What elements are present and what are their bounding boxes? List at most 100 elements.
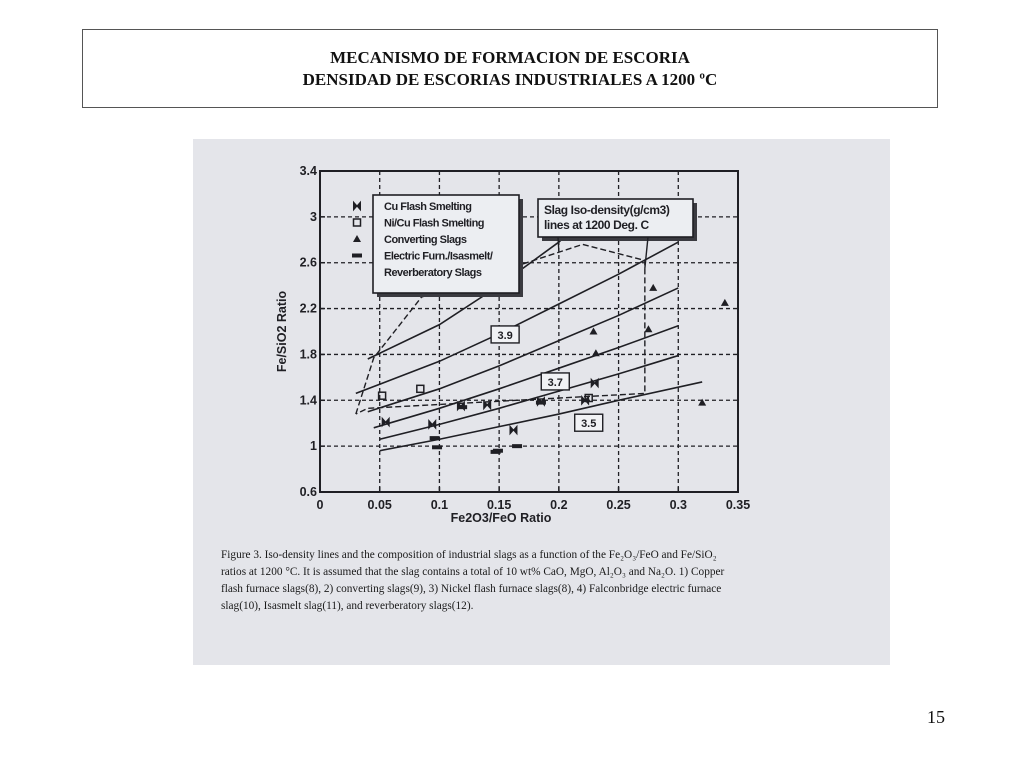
legend-marker-triangle [353,235,361,242]
data-point-triangle [589,327,598,335]
y-tick-label: 3 [310,210,317,224]
legend-entry: Reverberatory Slags [384,267,482,279]
legend-entry: Converting Slags [384,234,467,246]
triangle-marker-shape [589,327,598,335]
data-point-dash [429,436,440,441]
y-tick-label: 2.6 [300,256,317,270]
data-point-open-square [377,391,387,400]
legend-entry: Ni/Cu Flash Smelting [384,218,484,230]
dash-marker-shape [535,400,546,405]
triangle-marker-shape [644,325,653,333]
data-point-open-square [584,393,593,403]
page-number: 15 [927,707,945,727]
x-tick-label: 0 [317,498,324,512]
legend-box [372,194,520,294]
y-tick-label: 2.2 [300,302,317,316]
triangle-marker-shape [720,298,729,306]
bowtie-marker-shape [428,419,437,430]
data-point-triangle [644,325,653,333]
y-axis-label: Fe/SiO2 Ratio [275,291,289,373]
y-tick-label: 0.6 [300,485,317,499]
slide-title-line-2: DENSIDAD DE ESCORIAS INDUSTRIALES A 1200… [302,69,718,89]
data-point-dash [492,448,503,453]
figure-caption: Figure 3. Iso-density lines and the comp… [221,547,871,615]
iso-density-line [355,241,679,395]
y-tick-label: 1 [310,439,317,453]
caption-line: flash furnace slags(8), 2) converting sl… [221,583,722,595]
iso-density-line [367,287,679,413]
legend-entry: Electric Furn./Isasmelt/ [384,251,493,263]
x-tick-label: 0.2 [550,498,567,512]
iso-label: 3.7 [548,377,563,389]
annotation-text: lines at 1200 Deg. C [544,218,649,232]
data-point-bowtie [428,419,437,430]
data-point-dash [535,400,546,405]
open-square-marker-shape [352,218,362,227]
open-square-marker-shape [377,391,387,400]
triangle-marker-shape [353,235,361,242]
annotation-leader [644,236,649,269]
slag-region-outline [355,243,646,415]
y-tick-label: 1.4 [300,393,317,407]
data-point-dash [457,405,468,410]
triangle-marker-shape [649,283,658,291]
slide-title-box: MECANISMO DE FORMACION DE ESCORIA DENSID… [82,29,938,108]
data-point-bowtie [509,424,518,436]
x-tick-label: 0.15 [487,498,511,512]
scanned-figure: 3.9 3.7 3.5 0 0.05 0.1 0.15 0.2 0.25 0.3 0.35 0.6 1 1… [193,139,890,665]
bowtie-marker-shape [483,399,492,411]
density-chart: 3.9 3.7 3.5 0 0.05 0.1 0.15 0.2 0.25 0.3 0.35 0.6 1 1… [275,164,750,525]
triangle-marker-shape [698,398,707,406]
data-point-triangle [698,398,707,406]
iso-label-box [540,372,570,391]
open-square-marker-shape [416,384,425,394]
y-tick-label: 3.4 [300,164,317,178]
bowtie-marker-shape [353,200,361,212]
data-point-triangle [649,283,658,291]
x-tick-label: 0.25 [606,498,630,512]
legend-marker-open-square [352,218,362,227]
legend-entry: Cu Flash Smelting [384,201,471,213]
y-tick-label: 1.8 [300,347,317,361]
x-axis-label: Fe2O3/FeO Ratio [451,511,552,525]
iso-label-box [574,413,604,432]
annotation-leader [557,236,560,252]
dash-marker-shape [457,405,468,410]
x-tick-label: 0.3 [670,498,687,512]
dash-marker-shape [352,253,362,258]
data-point-triangle [720,298,729,306]
bowtie-marker-shape [590,377,599,389]
caption-line: Figure 3. Iso-density lines and the comp… [221,549,717,561]
iso-density-line [373,325,679,429]
dash-marker-shape [512,444,523,449]
open-square-marker-shape [584,393,593,403]
x-tick-label: 0.05 [368,498,392,512]
bowtie-marker-shape [381,416,390,428]
data-point-bowtie [483,399,492,411]
iso-density-line [379,381,703,452]
dash-marker-shape [432,445,443,450]
annotation-box [537,198,694,238]
bowtie-marker-shape [509,424,518,436]
data-point-triangle [591,349,600,357]
data-point-dash [512,444,523,449]
iso-label: 3.5 [581,418,596,430]
data-point-dash [432,445,443,450]
caption-line: ratios at 1200 °C. It is assumed that th… [221,566,725,578]
data-point-bowtie [590,377,599,389]
iso-label-box [490,325,520,344]
data-point-open-square [416,384,425,394]
dash-marker-shape [429,436,440,441]
caption-line: slag(10), Isasmelt slag(11), and reverbe… [221,600,474,612]
x-tick-label: 0.35 [726,498,750,512]
triangle-marker-shape [591,349,600,357]
legend-marker-dash [352,253,362,258]
plot-frame [319,170,739,493]
dash-marker-shape [492,448,503,453]
slide-title-line-1: MECANISMO DE FORMACION DE ESCORIA [330,47,690,67]
data-point-bowtie [381,416,390,428]
annotation-text: Slag Iso-density(g/cm3) [544,203,670,217]
legend-marker-bowtie [353,200,361,212]
x-tick-label: 0.1 [431,498,448,512]
iso-label: 3.9 [497,330,512,342]
